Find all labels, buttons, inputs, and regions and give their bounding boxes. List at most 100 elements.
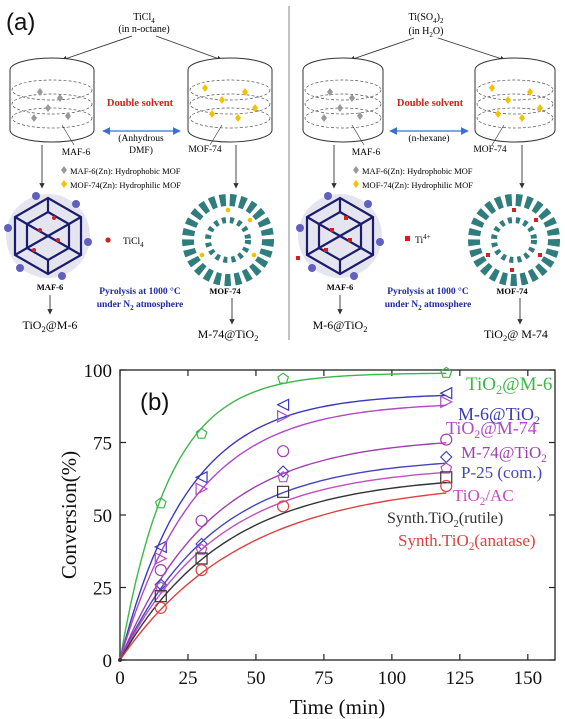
data-point <box>440 462 453 474</box>
beaker-mof74-left <box>187 57 273 143</box>
pyrolysis-right-1: Pyrolysis at 1000 °C <box>387 286 469 297</box>
data-point <box>440 395 454 409</box>
y-axis-label: Conversion(%) <box>57 451 81 579</box>
maf6-structure-right <box>296 192 384 280</box>
inner-solvent-right: (n-hexane) <box>408 133 449 144</box>
x-tick-label: 150 <box>514 668 543 689</box>
series-label: P-25 (com.) <box>461 463 542 482</box>
y-tick-label: 25 <box>93 579 112 600</box>
data-point <box>195 563 208 577</box>
data-point <box>277 409 290 423</box>
product-left-b: M-74@TiO2 <box>198 327 259 343</box>
x-tick-label: 25 <box>178 668 197 689</box>
scheme-right: Ti(SO4)2 (in H2O) Double solvent (n-hexa… <box>296 12 560 343</box>
precursor-arrow-right-2 <box>437 37 506 62</box>
data-point <box>194 470 208 484</box>
product-left-a: TiO2@M-6 <box>23 318 78 334</box>
mof74-structure-right <box>468 194 560 286</box>
data-point <box>154 497 167 509</box>
product-right-b: TiO2@ M-74 <box>484 327 548 343</box>
precursor-left: TiCl4 <box>133 12 155 25</box>
fit-curve <box>119 471 447 661</box>
pointer-mof-left <box>209 124 223 146</box>
product-right-a: M-6@TiO2 <box>313 318 368 334</box>
ti4-square <box>405 236 410 241</box>
precursor-arrow-left-1 <box>61 35 133 61</box>
inner-solvent-left-2: DMF) <box>129 145 153 156</box>
x-tick-label: 100 <box>378 668 407 689</box>
mof-struct-label-right: MOF-74 <box>496 286 528 296</box>
pointer-mof-right <box>491 124 505 146</box>
y-tick-label: 75 <box>93 434 112 455</box>
data-point <box>154 590 167 603</box>
legend-diamond-grey-left <box>61 166 67 174</box>
data-point <box>277 471 290 483</box>
data-point <box>195 482 209 496</box>
series-label: TiO2@M-6 <box>466 374 552 397</box>
series-label: M-74@TiO2 <box>461 443 547 465</box>
data-point <box>277 485 290 498</box>
legend-diamond-grey-right <box>353 166 359 174</box>
data-point <box>154 581 167 593</box>
y-tick-label: 0 <box>103 651 113 672</box>
fit-curve <box>119 481 447 661</box>
data-point <box>277 500 290 513</box>
panel-a-label: (a) <box>6 9 35 36</box>
data-point <box>195 552 208 565</box>
pointer-maf-left <box>61 124 75 146</box>
mof74-structure-left <box>182 194 274 286</box>
beaker-maf6-left <box>9 57 95 143</box>
maf-struct-label-right: MAF-6 <box>327 282 353 292</box>
legend-mof-right: MOF-74(Zn): Hydrophilic MOF <box>362 180 473 190</box>
fit-curve <box>119 394 447 661</box>
fit-curve <box>119 492 447 661</box>
data-point <box>195 543 208 555</box>
data-point <box>440 471 453 484</box>
data-point <box>440 479 453 493</box>
y-tick-label: 50 <box>93 506 112 527</box>
mof-label-left: MOF-74 <box>188 145 222 155</box>
data-point <box>440 433 453 446</box>
maf-struct-label-left: MAF-6 <box>37 282 63 292</box>
data-point <box>154 601 167 614</box>
fit-curve <box>119 442 447 661</box>
precursor-arrow-left-2 <box>155 35 223 61</box>
x-tick-label: 75 <box>314 668 333 689</box>
y-tick-label: 100 <box>84 361 113 382</box>
legend-mof-left: MOF-74(Zn): Hydrophilic MOF <box>70 180 181 190</box>
precursor-solvent-left: (in n-octane) <box>118 24 169 35</box>
double-solvent-right: Double solvent <box>397 98 464 109</box>
data-point <box>277 372 290 384</box>
data-point <box>276 465 290 478</box>
legend-diamond-yellow-left <box>61 180 67 188</box>
beaker-mof74-right <box>474 57 556 143</box>
mof-label-right: MOF-74 <box>473 145 507 155</box>
maf6-structure-left <box>4 192 92 280</box>
pyrolysis-left-1: Pyrolysis at 1000 °C <box>99 286 181 297</box>
species-right: Ti4+ <box>415 233 431 246</box>
maf-label-right: MAF-6 <box>352 148 381 158</box>
panel-b-label: (b) <box>140 389 169 416</box>
double-solvent-left: Double solvent <box>107 98 174 109</box>
data-point <box>153 540 167 554</box>
series-label: Synth.TiO2(rutile) <box>387 510 503 530</box>
precursor-arrow-right-1 <box>349 37 415 61</box>
x-axis-label: Time (min) <box>290 695 385 719</box>
precursor-right: Ti(SO4)2 <box>409 12 445 25</box>
mof-struct-label-left: MOF-74 <box>209 286 241 296</box>
origin-point <box>118 658 122 662</box>
beaker-maf6-right <box>302 57 384 143</box>
data-point <box>195 514 208 527</box>
species-left: TiCl4 <box>123 237 144 249</box>
fit-curve <box>119 462 447 661</box>
series-label: Synth.TiO2(anatase) <box>398 531 536 553</box>
data-point <box>154 552 168 565</box>
conversion-plot: 0 25 50 75 100 125 150 0 25 50 75 100 Time (min) Conv… <box>57 361 556 719</box>
data-point <box>154 578 168 591</box>
data-point <box>277 445 290 458</box>
series-label: TiO2@M-74 <box>446 418 537 441</box>
ticl4-dot <box>105 237 111 243</box>
series-label: M-6@TiO2 <box>458 404 540 427</box>
x-tick-label: 50 <box>246 668 265 689</box>
